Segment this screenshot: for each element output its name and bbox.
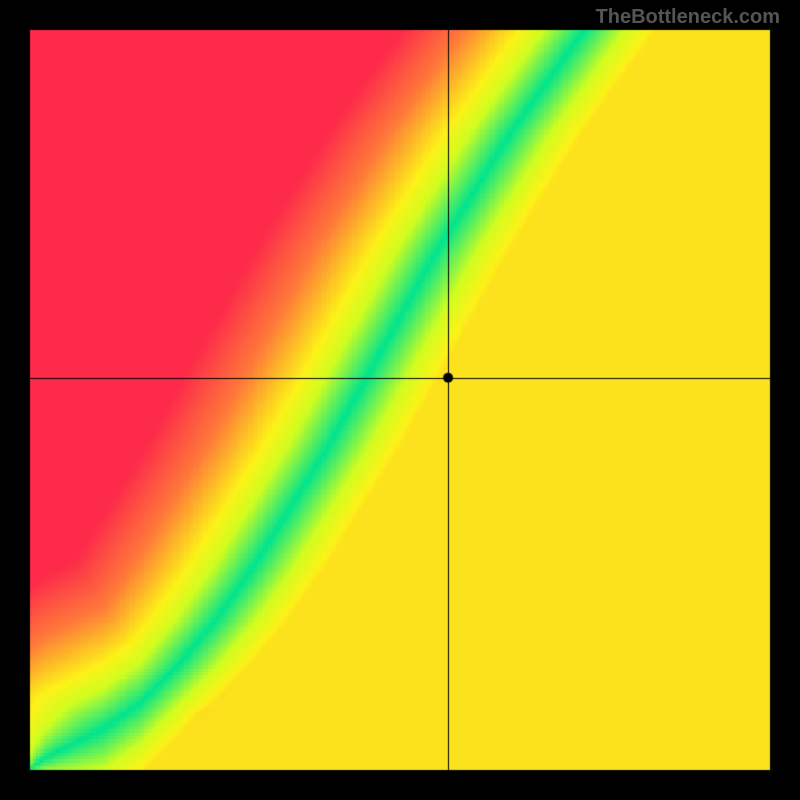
heatmap-canvas [0, 0, 800, 800]
chart-container: TheBottleneck.com [0, 0, 800, 800]
watermark-text: TheBottleneck.com [596, 6, 780, 29]
